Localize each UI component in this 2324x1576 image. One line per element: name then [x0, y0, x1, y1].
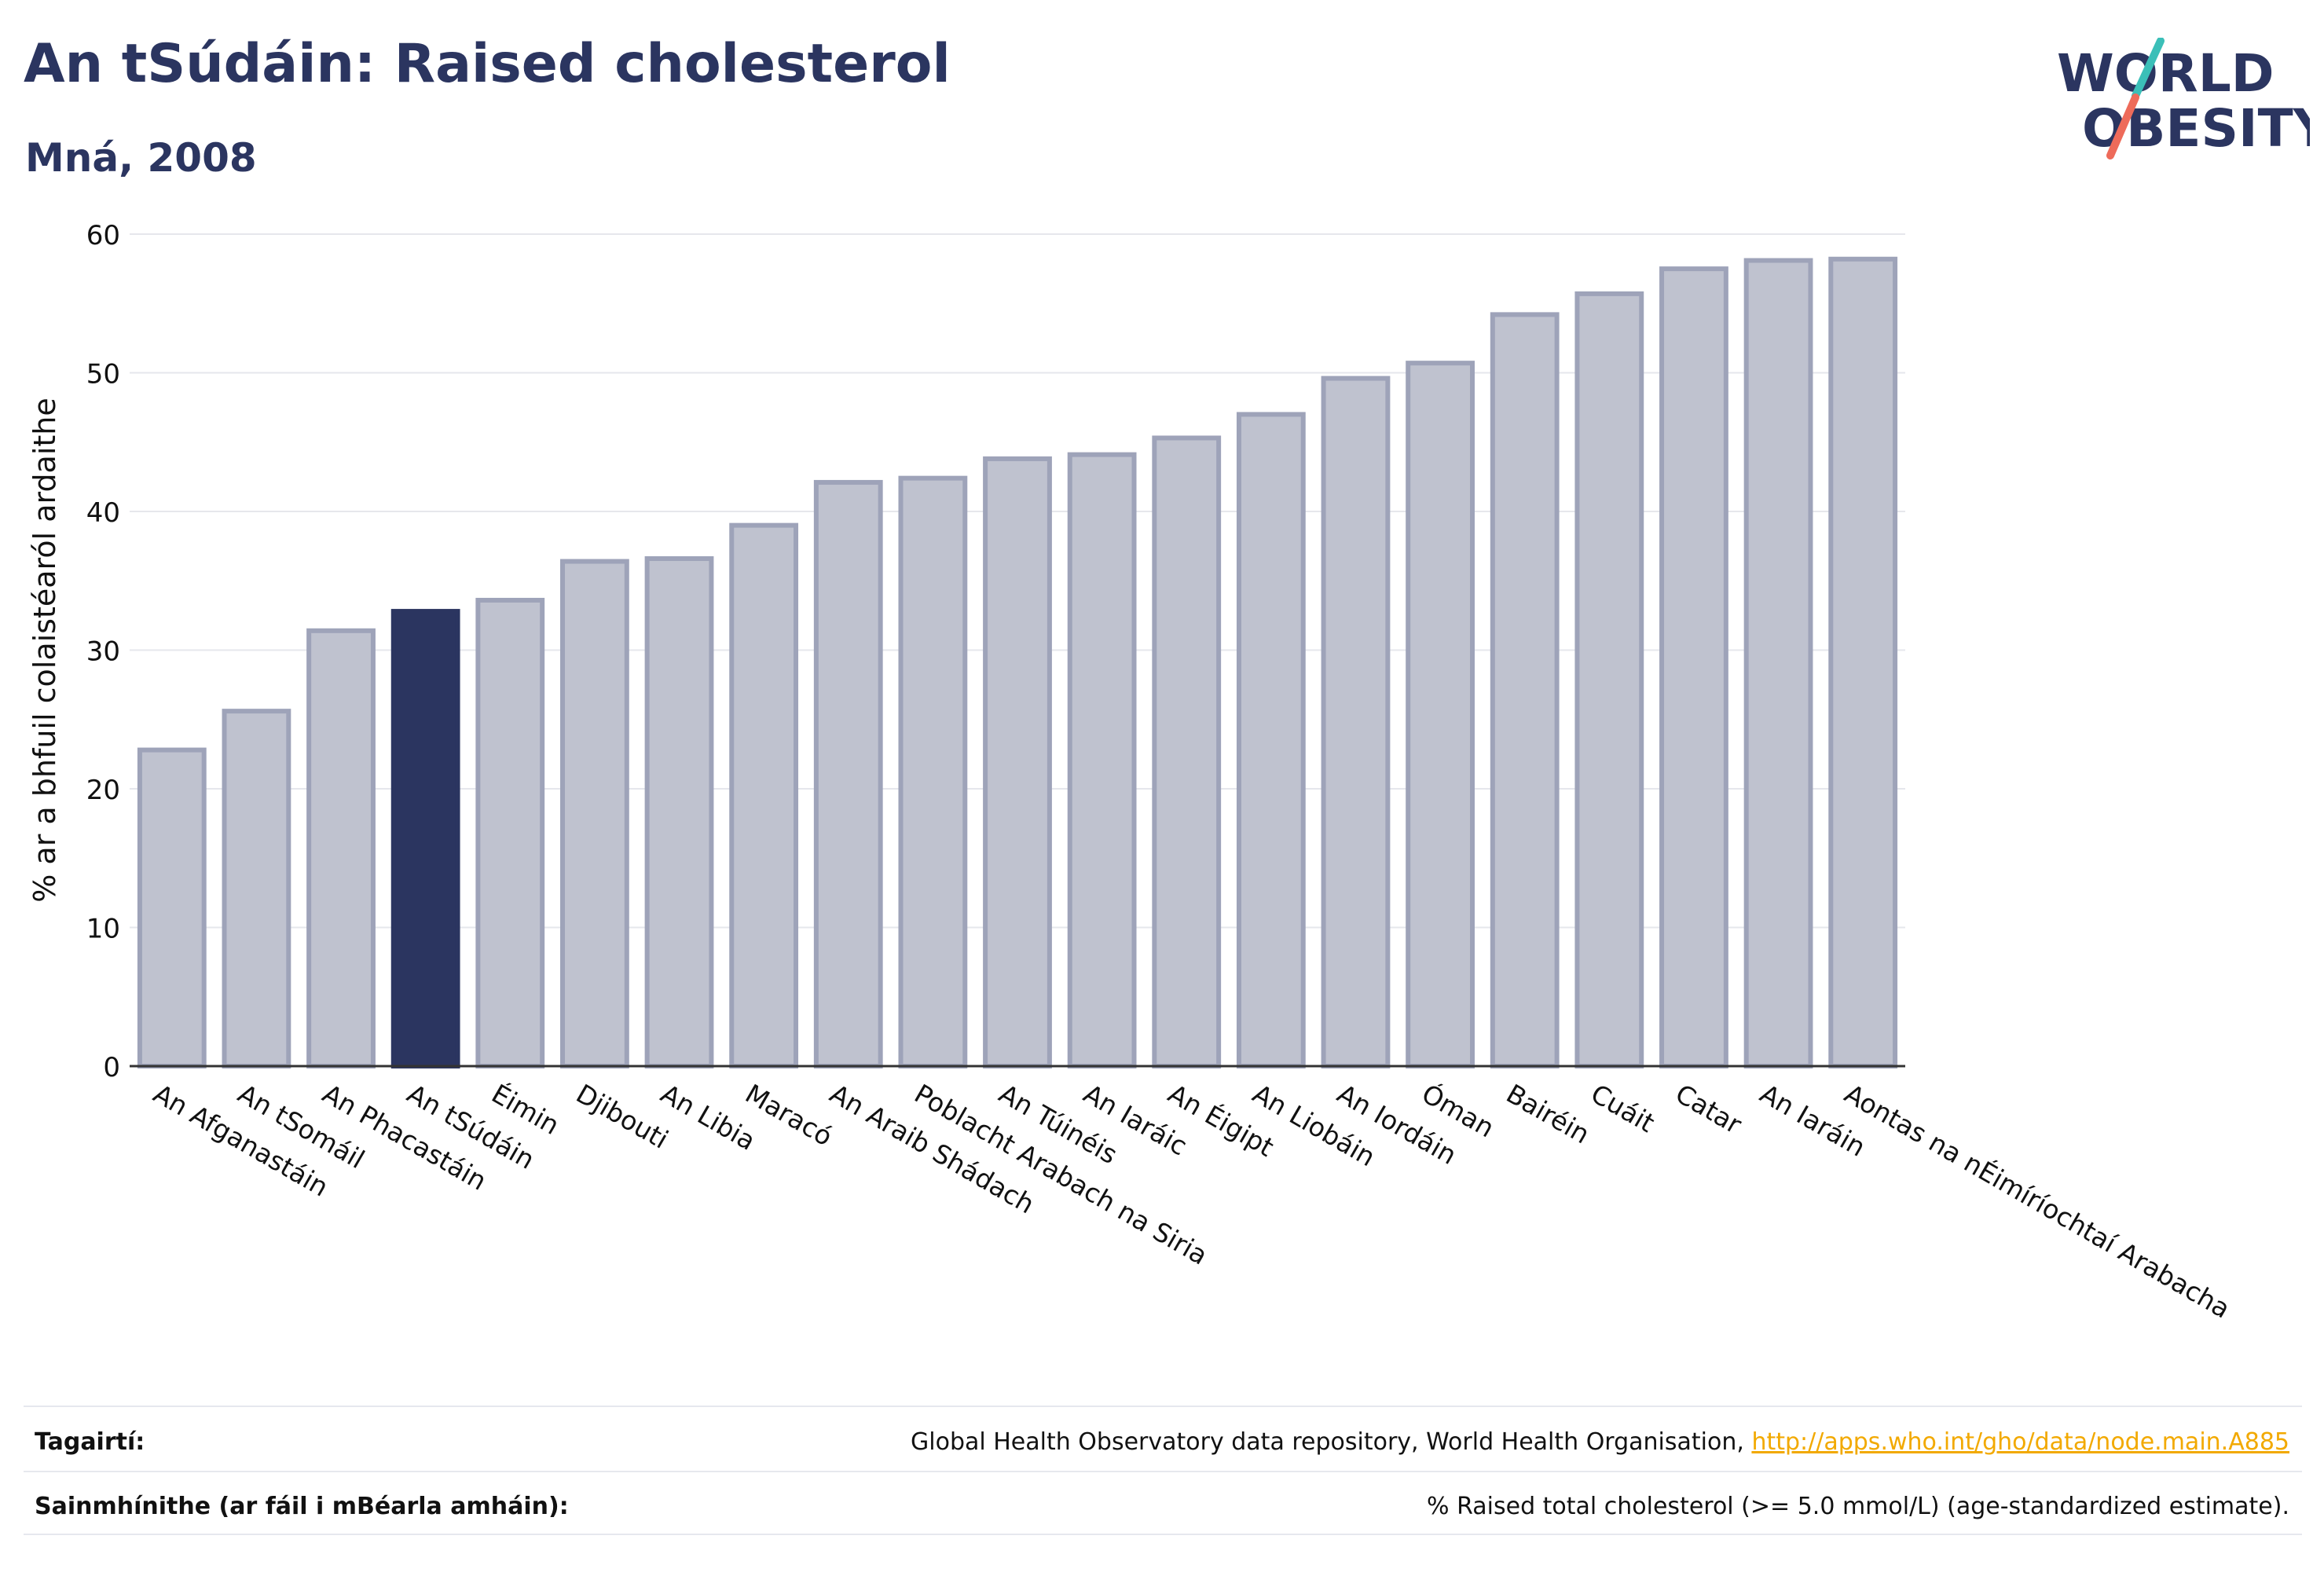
bar [1828, 256, 1898, 1068]
x-tick-label: Maracó [740, 1078, 838, 1152]
bar [1406, 361, 1475, 1068]
y-tick-label: 30 [86, 636, 120, 668]
footer-divider-bottom [24, 1534, 2302, 1535]
bar [1236, 412, 1306, 1068]
bar [1152, 435, 1222, 1068]
x-tick-label: Cuáit [1585, 1078, 1659, 1138]
bar [475, 597, 545, 1068]
references-label: Tagairtí: [35, 1428, 145, 1456]
bar [1321, 376, 1391, 1068]
bar [898, 475, 968, 1068]
y-tick-label: 20 [86, 775, 120, 806]
x-tick-label: An Libia [656, 1078, 761, 1156]
references-link[interactable]: http://apps.who.int/gho/data/node.main.A… [1751, 1428, 2289, 1456]
references-value: Global Health Observatory data repositor… [911, 1428, 2289, 1456]
bars [137, 256, 1898, 1069]
y-tick-label: 10 [86, 914, 120, 945]
y-tick-label: 40 [86, 497, 120, 529]
bar [644, 556, 714, 1068]
y-tick-labels: 0 10 20 30 40 50 60 [86, 220, 120, 1083]
bar [729, 522, 799, 1068]
bar [813, 479, 883, 1068]
chart-subtitle: Mná, 2008 [25, 135, 257, 181]
y-axis-label: % ar a bhfuil colaistéaról ardaithe [27, 398, 62, 903]
bar [1574, 291, 1644, 1068]
bar [560, 559, 629, 1068]
bar [222, 709, 291, 1068]
x-tick-label: Bairéin [1501, 1078, 1595, 1149]
world-obesity-logo: WORLD OBESITY [2057, 38, 2310, 159]
bar [1490, 312, 1560, 1068]
definitions-value: % Raised total cholesterol (>= 5.0 mmol/… [1427, 1493, 2289, 1520]
bar [1743, 258, 1813, 1068]
bar [1067, 452, 1137, 1068]
references-text: Global Health Observatory data repositor… [911, 1428, 1752, 1456]
footer-divider-top [24, 1406, 2302, 1407]
logo-slash-coral [2106, 93, 2139, 159]
bar [983, 456, 1052, 1068]
logo-line-1: WORLD [2057, 43, 2275, 104]
x-tick-label: Aontas na nÉimíríochtaí Arabacha [1839, 1077, 2235, 1324]
y-tick-label: 60 [86, 220, 120, 251]
bar [137, 747, 207, 1069]
definitions-label: Sainmhínithe (ar fáil i mBéarla amháin): [35, 1493, 569, 1520]
x-tick-label: Djibouti [571, 1078, 673, 1155]
chart-title: An tSúdáin: Raised cholesterol [24, 33, 951, 95]
logo-slash-teal [2132, 38, 2165, 100]
bar [1659, 266, 1728, 1068]
x-tick-label: Catar [1670, 1078, 1747, 1140]
bar [306, 628, 376, 1068]
y-tick-label: 0 [103, 1052, 120, 1083]
y-tick-label: 50 [86, 359, 120, 390]
bar [390, 609, 460, 1068]
footer-divider-middle [24, 1471, 2302, 1472]
